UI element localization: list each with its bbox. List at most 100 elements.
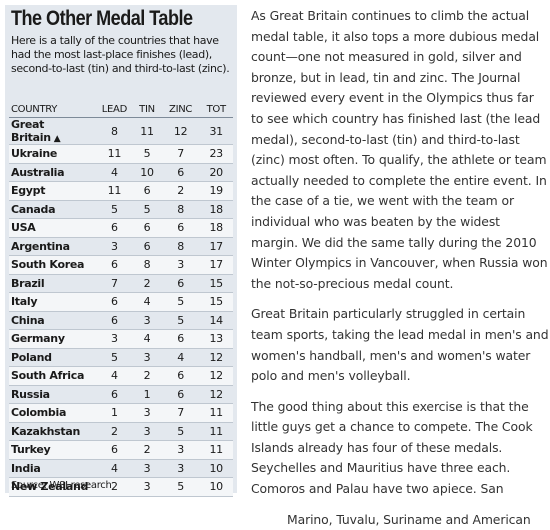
article-paragraph: Great Britain particularly struggled in …: [251, 306, 549, 384]
country-cell: Germany: [9, 329, 97, 349]
lead-cell: 6: [96, 385, 133, 404]
country-cell: South Africa: [9, 366, 97, 386]
zinc-cell: 5: [161, 422, 200, 441]
lead-cell: 6: [96, 311, 133, 330]
tin-cell: 8: [132, 255, 162, 275]
source-note: Source: WSJ research: [11, 480, 112, 491]
tin-cell: 6: [132, 181, 162, 201]
table-row: Germany 3 4 6 13: [9, 329, 233, 349]
lead-cell: 8: [96, 117, 133, 145]
triangle-up-icon: ▲: [53, 134, 61, 144]
header-zinc: ZINC: [161, 102, 200, 118]
lead-cell: 6: [96, 440, 133, 460]
country-cell: Canada: [9, 200, 97, 219]
article-trailing-line: Marino, Tuvalu, Suriname and American: [287, 511, 531, 527]
zinc-cell: 5: [161, 477, 200, 497]
lead-cell: 3: [96, 329, 133, 349]
tot-cell: 15: [199, 274, 233, 293]
country-cell: Ukraine: [9, 144, 97, 164]
lead-cell: 11: [96, 181, 133, 201]
lead-cell: 4: [96, 163, 133, 182]
table-row: South Africa 4 2 6 12: [9, 366, 233, 386]
table-row: Canada 5 5 8 18: [9, 200, 233, 219]
tin-cell: 3: [132, 477, 162, 497]
country-name: Turkey: [11, 443, 51, 457]
country-cell: Poland: [9, 348, 97, 367]
table-row: Australia 4 10 6 20: [9, 163, 233, 182]
country-cell: Australia: [9, 163, 97, 182]
table-row: Colombia 1 3 7 11: [9, 403, 233, 423]
tin-cell: 11: [132, 117, 162, 145]
zinc-cell: 6: [161, 274, 200, 293]
tin-cell: 2: [132, 366, 162, 386]
tot-cell: 18: [199, 218, 233, 238]
table-row: New Zealand 2 3 5 10: [9, 477, 233, 497]
country-cell: USA: [9, 218, 97, 238]
country-name: Great Britain: [11, 118, 51, 144]
tot-cell: 19: [199, 181, 233, 201]
tot-cell: 11: [199, 403, 233, 423]
tot-cell: 11: [199, 422, 233, 441]
table-row: Brazil 7 2 6 15: [9, 274, 233, 293]
lead-cell: 4: [96, 366, 133, 386]
zinc-cell: 3: [161, 255, 200, 275]
tot-cell: 10: [199, 459, 233, 478]
tin-cell: 2: [132, 440, 162, 460]
medal-table: COUNTRY LEAD TIN ZINC TOT Great Britain ▲…: [9, 102, 233, 497]
country-name: New Zealand: [11, 480, 89, 494]
graphic-intro: Here is a tally of the countries that ha…: [11, 34, 230, 76]
country-name: Germany: [11, 332, 65, 346]
header-tin: TIN: [132, 102, 162, 118]
tot-cell: 12: [199, 348, 233, 367]
tin-cell: 3: [132, 311, 162, 330]
lead-cell: 1: [96, 403, 133, 423]
country-name: Poland: [11, 350, 52, 364]
zinc-cell: 2: [161, 181, 200, 201]
country-name: Colombia: [11, 406, 67, 420]
country-name: Egypt: [11, 184, 46, 198]
lead-cell: 4: [96, 459, 133, 478]
tin-cell: 4: [132, 329, 162, 349]
country-cell: Italy: [9, 292, 97, 312]
table-row: Russia 6 1 6 12: [9, 385, 233, 404]
country-name: South Korea: [11, 258, 85, 272]
tot-cell: 12: [199, 366, 233, 386]
lead-cell: 6: [96, 255, 133, 275]
zinc-cell: 7: [161, 403, 200, 423]
country-name: Australia: [11, 165, 65, 179]
country-cell: Brazil: [9, 274, 97, 293]
country-name: Italy: [11, 295, 38, 309]
zinc-cell: 3: [161, 459, 200, 478]
table-row: Ukraine 11 5 7 23: [9, 144, 233, 164]
table-row: Egypt 11 6 2 19: [9, 181, 233, 201]
tin-cell: 2: [132, 274, 162, 293]
graphic-title: The Other Medal Table: [11, 7, 193, 30]
tin-cell: 3: [132, 459, 162, 478]
tot-cell: 18: [199, 200, 233, 219]
tin-cell: 5: [132, 200, 162, 219]
country-cell: India: [9, 459, 97, 478]
table-row: India 4 3 3 10: [9, 459, 233, 478]
zinc-cell: 8: [161, 200, 200, 219]
tin-cell: 6: [132, 237, 162, 256]
country-name: USA: [11, 221, 36, 235]
tot-cell: 14: [199, 311, 233, 330]
tot-cell: 12: [199, 385, 233, 404]
tot-cell: 13: [199, 329, 233, 349]
lead-cell: 2: [96, 477, 133, 497]
tot-cell: 20: [199, 163, 233, 182]
country-name: South Africa: [11, 369, 85, 383]
table-row: Argentina 3 6 8 17: [9, 237, 233, 256]
table-row: South Korea 6 8 3 17: [9, 255, 233, 275]
tin-cell: 5: [132, 144, 162, 164]
country-cell: Egypt: [9, 181, 97, 201]
tot-cell: 17: [199, 237, 233, 256]
country-name: Brazil: [11, 276, 45, 290]
medal-table-body: Great Britain ▲ 8 11 12 31 Ukraine 11 5 7 23 Austra…: [9, 117, 233, 497]
article-paragraph: As Great Britain continues to climb the …: [251, 8, 548, 291]
country-cell: South Korea: [9, 255, 97, 275]
zinc-cell: 7: [161, 144, 200, 164]
table-row: USA 6 6 6 18: [9, 218, 233, 238]
zinc-cell: 6: [161, 329, 200, 349]
lead-cell: 11: [96, 144, 133, 164]
